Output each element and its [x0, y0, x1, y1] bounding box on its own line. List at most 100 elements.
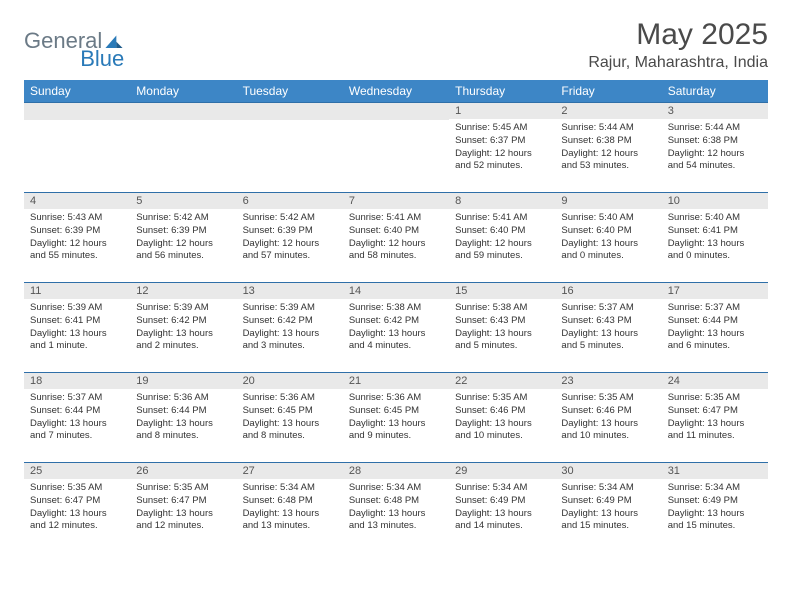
day-details: Sunrise: 5:40 AMSunset: 6:40 PMDaylight:… — [555, 209, 661, 266]
calendar-day-cell: 17Sunrise: 5:37 AMSunset: 6:44 PMDayligh… — [662, 283, 768, 373]
day-number: 8 — [449, 193, 555, 209]
day-number: 7 — [343, 193, 449, 209]
day-number: 16 — [555, 283, 661, 299]
month-title: May 2025 — [588, 18, 768, 52]
day-number-empty — [343, 103, 449, 120]
calendar-day-cell: 13Sunrise: 5:39 AMSunset: 6:42 PMDayligh… — [237, 283, 343, 373]
day-number: 28 — [343, 463, 449, 479]
day-number: 1 — [449, 103, 555, 119]
day-number: 31 — [662, 463, 768, 479]
weekday-header: Monday — [130, 80, 236, 103]
day-details: Sunrise: 5:39 AMSunset: 6:42 PMDaylight:… — [130, 299, 236, 356]
day-details: Sunrise: 5:36 AMSunset: 6:45 PMDaylight:… — [343, 389, 449, 446]
day-details: Sunrise: 5:34 AMSunset: 6:49 PMDaylight:… — [449, 479, 555, 536]
day-details: Sunrise: 5:34 AMSunset: 6:48 PMDaylight:… — [343, 479, 449, 536]
calendar-day-cell: 7Sunrise: 5:41 AMSunset: 6:40 PMDaylight… — [343, 193, 449, 283]
calendar-table: SundayMondayTuesdayWednesdayThursdayFrid… — [24, 80, 768, 553]
day-details: Sunrise: 5:34 AMSunset: 6:49 PMDaylight:… — [662, 479, 768, 536]
day-details: Sunrise: 5:38 AMSunset: 6:43 PMDaylight:… — [449, 299, 555, 356]
calendar-day-cell: 26Sunrise: 5:35 AMSunset: 6:47 PMDayligh… — [130, 463, 236, 553]
title-block: May 2025 Rajur, Maharashtra, India — [588, 18, 768, 72]
day-number: 30 — [555, 463, 661, 479]
day-details: Sunrise: 5:41 AMSunset: 6:40 PMDaylight:… — [449, 209, 555, 266]
day-number-empty — [130, 103, 236, 120]
day-number: 21 — [343, 373, 449, 389]
calendar-day-cell: 20Sunrise: 5:36 AMSunset: 6:45 PMDayligh… — [237, 373, 343, 463]
day-details: Sunrise: 5:35 AMSunset: 6:47 PMDaylight:… — [662, 389, 768, 446]
calendar-day-cell: 16Sunrise: 5:37 AMSunset: 6:43 PMDayligh… — [555, 283, 661, 373]
day-number: 19 — [130, 373, 236, 389]
calendar-day-cell: 25Sunrise: 5:35 AMSunset: 6:47 PMDayligh… — [24, 463, 130, 553]
day-number: 24 — [662, 373, 768, 389]
day-details: Sunrise: 5:43 AMSunset: 6:39 PMDaylight:… — [24, 209, 130, 266]
calendar-day-cell: 8Sunrise: 5:41 AMSunset: 6:40 PMDaylight… — [449, 193, 555, 283]
day-number: 25 — [24, 463, 130, 479]
day-details: Sunrise: 5:42 AMSunset: 6:39 PMDaylight:… — [130, 209, 236, 266]
calendar-day-cell: 12Sunrise: 5:39 AMSunset: 6:42 PMDayligh… — [130, 283, 236, 373]
day-details: Sunrise: 5:37 AMSunset: 6:44 PMDaylight:… — [662, 299, 768, 356]
day-details: Sunrise: 5:37 AMSunset: 6:43 PMDaylight:… — [555, 299, 661, 356]
day-number: 23 — [555, 373, 661, 389]
calendar-day-cell: 3Sunrise: 5:44 AMSunset: 6:38 PMDaylight… — [662, 103, 768, 193]
calendar-day-cell: 28Sunrise: 5:34 AMSunset: 6:48 PMDayligh… — [343, 463, 449, 553]
calendar-day-cell: 14Sunrise: 5:38 AMSunset: 6:42 PMDayligh… — [343, 283, 449, 373]
weekday-header: Saturday — [662, 80, 768, 103]
day-details: Sunrise: 5:35 AMSunset: 6:46 PMDaylight:… — [449, 389, 555, 446]
day-details: Sunrise: 5:40 AMSunset: 6:41 PMDaylight:… — [662, 209, 768, 266]
calendar-day-cell: 22Sunrise: 5:35 AMSunset: 6:46 PMDayligh… — [449, 373, 555, 463]
day-number-empty — [24, 103, 130, 120]
day-number-empty — [237, 103, 343, 120]
weekday-header: Sunday — [24, 80, 130, 103]
calendar-day-cell: 9Sunrise: 5:40 AMSunset: 6:40 PMDaylight… — [555, 193, 661, 283]
day-number: 9 — [555, 193, 661, 209]
day-details: Sunrise: 5:39 AMSunset: 6:42 PMDaylight:… — [237, 299, 343, 356]
calendar-day-cell: 18Sunrise: 5:37 AMSunset: 6:44 PMDayligh… — [24, 373, 130, 463]
brand-logo-positioned: GeneralBlue — [24, 30, 124, 70]
day-details: Sunrise: 5:34 AMSunset: 6:48 PMDaylight:… — [237, 479, 343, 536]
header: General May 2025 Rajur, Maharashtra, Ind… — [24, 18, 768, 72]
day-number: 27 — [237, 463, 343, 479]
calendar-day-cell: 6Sunrise: 5:42 AMSunset: 6:39 PMDaylight… — [237, 193, 343, 283]
day-number: 10 — [662, 193, 768, 209]
day-details: Sunrise: 5:34 AMSunset: 6:49 PMDaylight:… — [555, 479, 661, 536]
weekday-header: Friday — [555, 80, 661, 103]
day-details: Sunrise: 5:44 AMSunset: 6:38 PMDaylight:… — [662, 119, 768, 176]
calendar-day-cell: 1Sunrise: 5:45 AMSunset: 6:37 PMDaylight… — [449, 103, 555, 193]
day-number: 20 — [237, 373, 343, 389]
calendar-week-row: 25Sunrise: 5:35 AMSunset: 6:47 PMDayligh… — [24, 463, 768, 553]
day-details: Sunrise: 5:35 AMSunset: 6:46 PMDaylight:… — [555, 389, 661, 446]
weekday-header-row: SundayMondayTuesdayWednesdayThursdayFrid… — [24, 80, 768, 103]
calendar-page: General May 2025 Rajur, Maharashtra, Ind… — [0, 0, 792, 571]
day-number: 4 — [24, 193, 130, 209]
day-number: 11 — [24, 283, 130, 299]
day-number: 26 — [130, 463, 236, 479]
day-details: Sunrise: 5:35 AMSunset: 6:47 PMDaylight:… — [130, 479, 236, 536]
day-number: 13 — [237, 283, 343, 299]
day-number: 15 — [449, 283, 555, 299]
day-details: Sunrise: 5:39 AMSunset: 6:41 PMDaylight:… — [24, 299, 130, 356]
weekday-header: Thursday — [449, 80, 555, 103]
day-details: Sunrise: 5:37 AMSunset: 6:44 PMDaylight:… — [24, 389, 130, 446]
calendar-day-cell: 5Sunrise: 5:42 AMSunset: 6:39 PMDaylight… — [130, 193, 236, 283]
day-number: 14 — [343, 283, 449, 299]
calendar-week-row: 1Sunrise: 5:45 AMSunset: 6:37 PMDaylight… — [24, 103, 768, 193]
day-number: 3 — [662, 103, 768, 119]
calendar-day-cell: 19Sunrise: 5:36 AMSunset: 6:44 PMDayligh… — [130, 373, 236, 463]
day-number: 22 — [449, 373, 555, 389]
calendar-week-row: 11Sunrise: 5:39 AMSunset: 6:41 PMDayligh… — [24, 283, 768, 373]
calendar-day-cell: 2Sunrise: 5:44 AMSunset: 6:38 PMDaylight… — [555, 103, 661, 193]
day-details: Sunrise: 5:44 AMSunset: 6:38 PMDaylight:… — [555, 119, 661, 176]
weekday-header: Tuesday — [237, 80, 343, 103]
day-number: 2 — [555, 103, 661, 119]
calendar-day-cell: 23Sunrise: 5:35 AMSunset: 6:46 PMDayligh… — [555, 373, 661, 463]
day-details: Sunrise: 5:45 AMSunset: 6:37 PMDaylight:… — [449, 119, 555, 176]
location-text: Rajur, Maharashtra, India — [588, 54, 768, 72]
calendar-day-cell — [24, 103, 130, 193]
day-number: 29 — [449, 463, 555, 479]
calendar-day-cell — [343, 103, 449, 193]
day-details: Sunrise: 5:38 AMSunset: 6:42 PMDaylight:… — [343, 299, 449, 356]
calendar-day-cell: 15Sunrise: 5:38 AMSunset: 6:43 PMDayligh… — [449, 283, 555, 373]
day-details: Sunrise: 5:36 AMSunset: 6:44 PMDaylight:… — [130, 389, 236, 446]
calendar-day-cell: 30Sunrise: 5:34 AMSunset: 6:49 PMDayligh… — [555, 463, 661, 553]
day-number: 6 — [237, 193, 343, 209]
